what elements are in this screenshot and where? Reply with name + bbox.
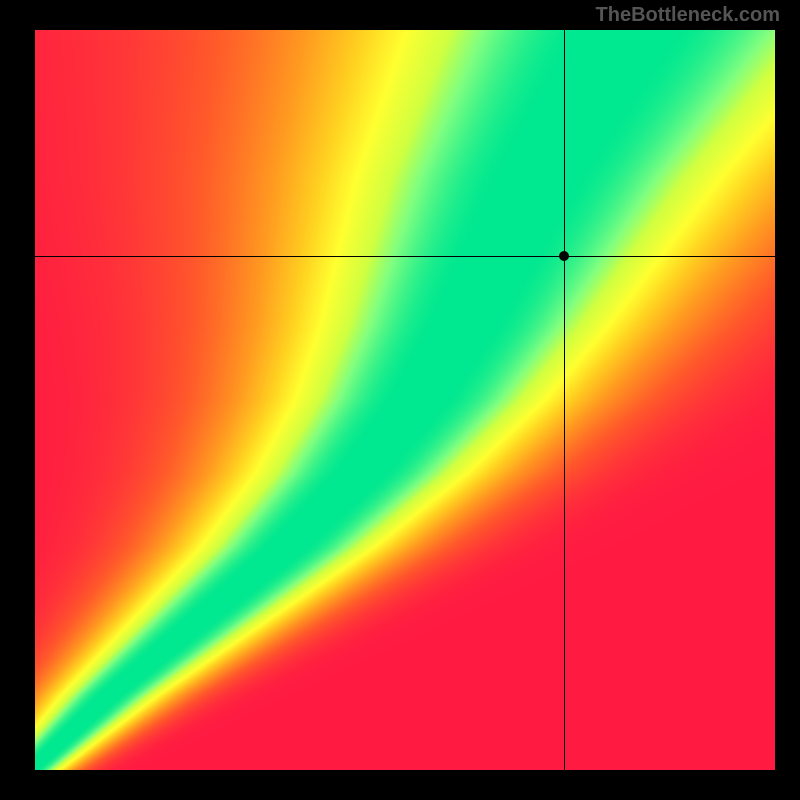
crosshair-horizontal (35, 256, 775, 257)
heatmap-canvas (35, 30, 775, 770)
crosshair-vertical (564, 30, 565, 770)
crosshair-marker (559, 251, 569, 261)
heatmap-plot-area (35, 30, 775, 770)
watermark-text: TheBottleneck.com (596, 4, 780, 27)
chart-container: TheBottleneck.com (0, 0, 800, 800)
